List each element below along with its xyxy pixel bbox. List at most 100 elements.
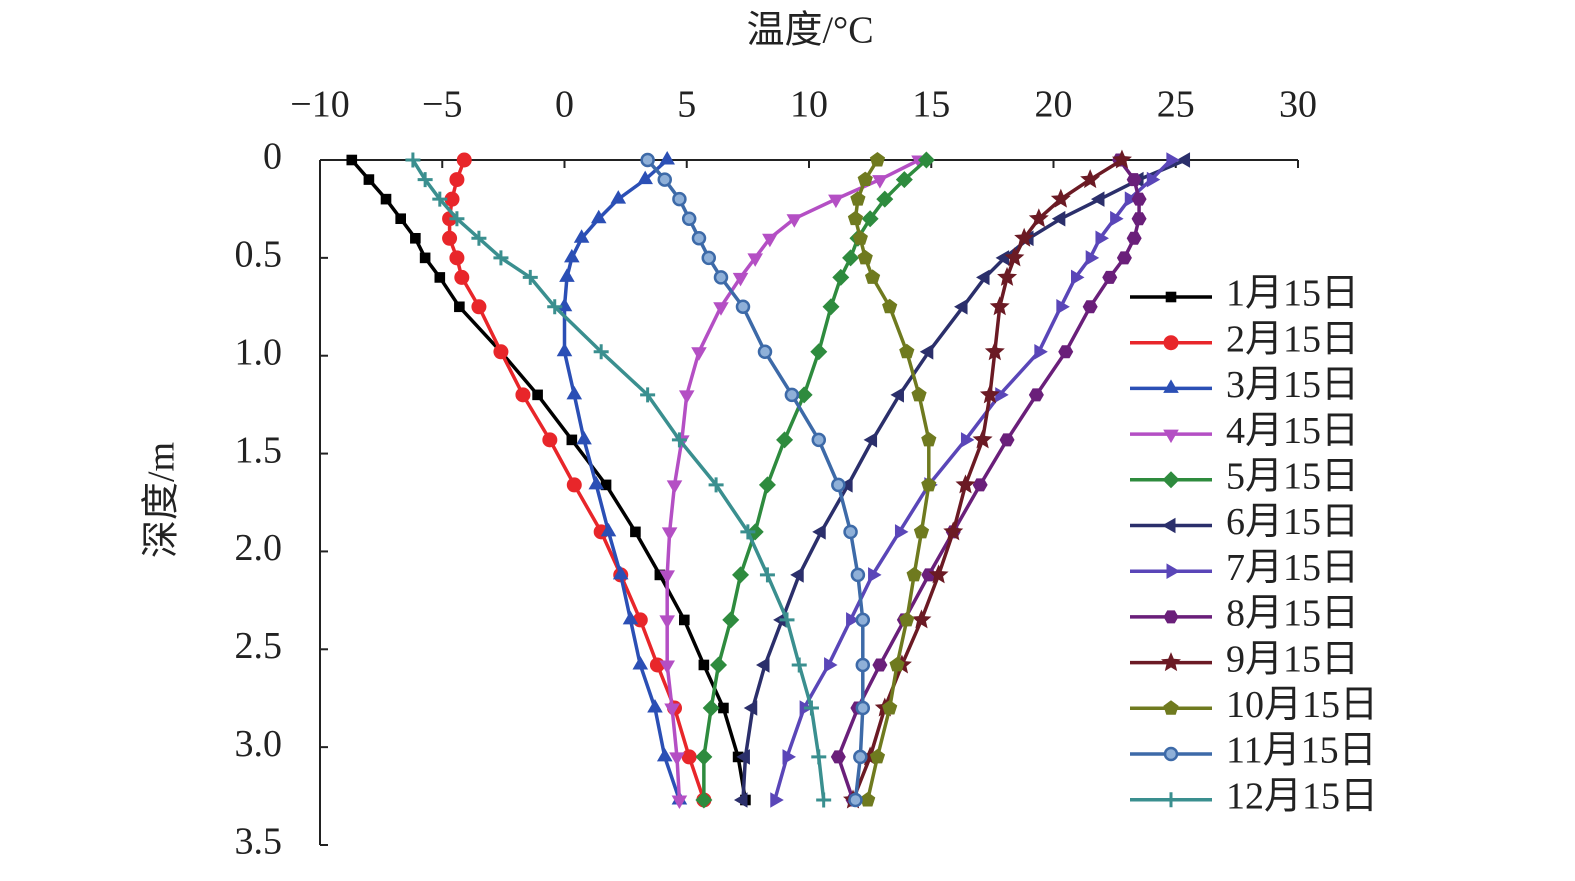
- marker: [698, 659, 710, 671]
- marker: [747, 253, 764, 267]
- marker: [811, 432, 827, 448]
- legend-label: 4月15日: [1226, 410, 1359, 452]
- marker: [795, 386, 813, 404]
- legend-marker: [1163, 746, 1179, 762]
- marker: [1028, 208, 1049, 228]
- marker: [779, 612, 795, 628]
- x-tick-label: 15: [912, 84, 950, 126]
- y-tick-label: 1.0: [235, 331, 283, 373]
- marker: [454, 301, 465, 313]
- marker: [943, 521, 964, 541]
- marker: [713, 270, 729, 285]
- marker: [573, 229, 590, 243]
- marker: [757, 344, 773, 360]
- marker: [1028, 388, 1044, 402]
- marker: [1014, 227, 1035, 247]
- marker: [1082, 300, 1098, 314]
- marker: [664, 703, 680, 717]
- marker: [640, 152, 655, 168]
- marker: [960, 432, 975, 448]
- legend-marker: [1163, 610, 1179, 624]
- marker: [419, 252, 431, 264]
- marker: [671, 795, 688, 809]
- marker: [1126, 231, 1142, 245]
- marker: [657, 172, 672, 187]
- x-tick-label: 25: [1157, 84, 1195, 126]
- marker: [782, 749, 796, 765]
- x-tick-label: 0: [555, 84, 574, 126]
- marker: [1051, 210, 1066, 227]
- marker: [600, 522, 617, 537]
- x-tick-label: 20: [1035, 84, 1073, 126]
- legend-marker: [1163, 379, 1179, 393]
- x-tick-label: −5: [422, 84, 462, 126]
- marker: [671, 432, 687, 448]
- marker: [831, 477, 846, 493]
- legend-label: 9月15日: [1226, 638, 1359, 680]
- marker: [832, 268, 850, 286]
- legend-marker: [1166, 563, 1180, 579]
- marker: [790, 567, 804, 583]
- series-line: [411, 159, 826, 801]
- marker: [758, 476, 776, 494]
- marker: [1146, 171, 1161, 188]
- marker: [444, 191, 460, 207]
- marker: [776, 431, 794, 449]
- marker: [471, 230, 487, 246]
- marker: [449, 250, 465, 266]
- marker: [380, 193, 392, 205]
- marker: [846, 612, 860, 628]
- marker: [921, 476, 937, 492]
- legend-label: 10月15日: [1226, 684, 1378, 726]
- marker: [989, 296, 1010, 316]
- marker: [816, 792, 832, 808]
- marker: [1102, 270, 1118, 284]
- marker: [895, 171, 913, 189]
- marker: [984, 341, 1005, 361]
- marker: [812, 524, 826, 540]
- x-tick-label: 10: [790, 84, 828, 126]
- marker: [1111, 149, 1132, 169]
- y-tick-label: 0.5: [235, 234, 283, 276]
- marker: [979, 384, 1000, 404]
- marker: [556, 342, 573, 357]
- marker: [997, 266, 1018, 286]
- marker: [456, 152, 472, 168]
- marker: [672, 191, 687, 207]
- marker: [522, 269, 538, 285]
- marker: [515, 387, 531, 403]
- legend-label: 7月15日: [1226, 547, 1359, 589]
- marker: [850, 567, 866, 583]
- marker: [740, 524, 756, 540]
- marker: [824, 657, 838, 673]
- marker: [564, 248, 580, 263]
- marker: [432, 191, 448, 207]
- marker: [906, 566, 922, 582]
- marker: [647, 699, 663, 713]
- marker: [691, 347, 707, 361]
- legend-label: 3月15日: [1226, 364, 1359, 406]
- marker: [695, 748, 713, 766]
- marker: [622, 610, 639, 625]
- x-axis-title: 温度/°C: [746, 10, 873, 52]
- marker: [588, 475, 605, 490]
- marker: [770, 792, 784, 808]
- marker: [889, 656, 905, 672]
- marker: [791, 657, 807, 673]
- marker: [830, 750, 846, 764]
- marker: [542, 432, 558, 448]
- marker: [637, 170, 653, 185]
- marker: [869, 748, 886, 764]
- marker: [972, 478, 988, 492]
- x-tick-label: 30: [1279, 84, 1317, 126]
- marker: [566, 385, 583, 400]
- marker: [1166, 152, 1180, 168]
- marker: [708, 477, 724, 493]
- marker: [1095, 230, 1109, 247]
- marker: [1131, 192, 1147, 206]
- y-tick-label: 0: [263, 136, 282, 178]
- legend-marker: [1163, 335, 1179, 351]
- marker: [822, 298, 840, 316]
- marker: [860, 791, 876, 807]
- y-tick-label: 3.5: [235, 821, 283, 863]
